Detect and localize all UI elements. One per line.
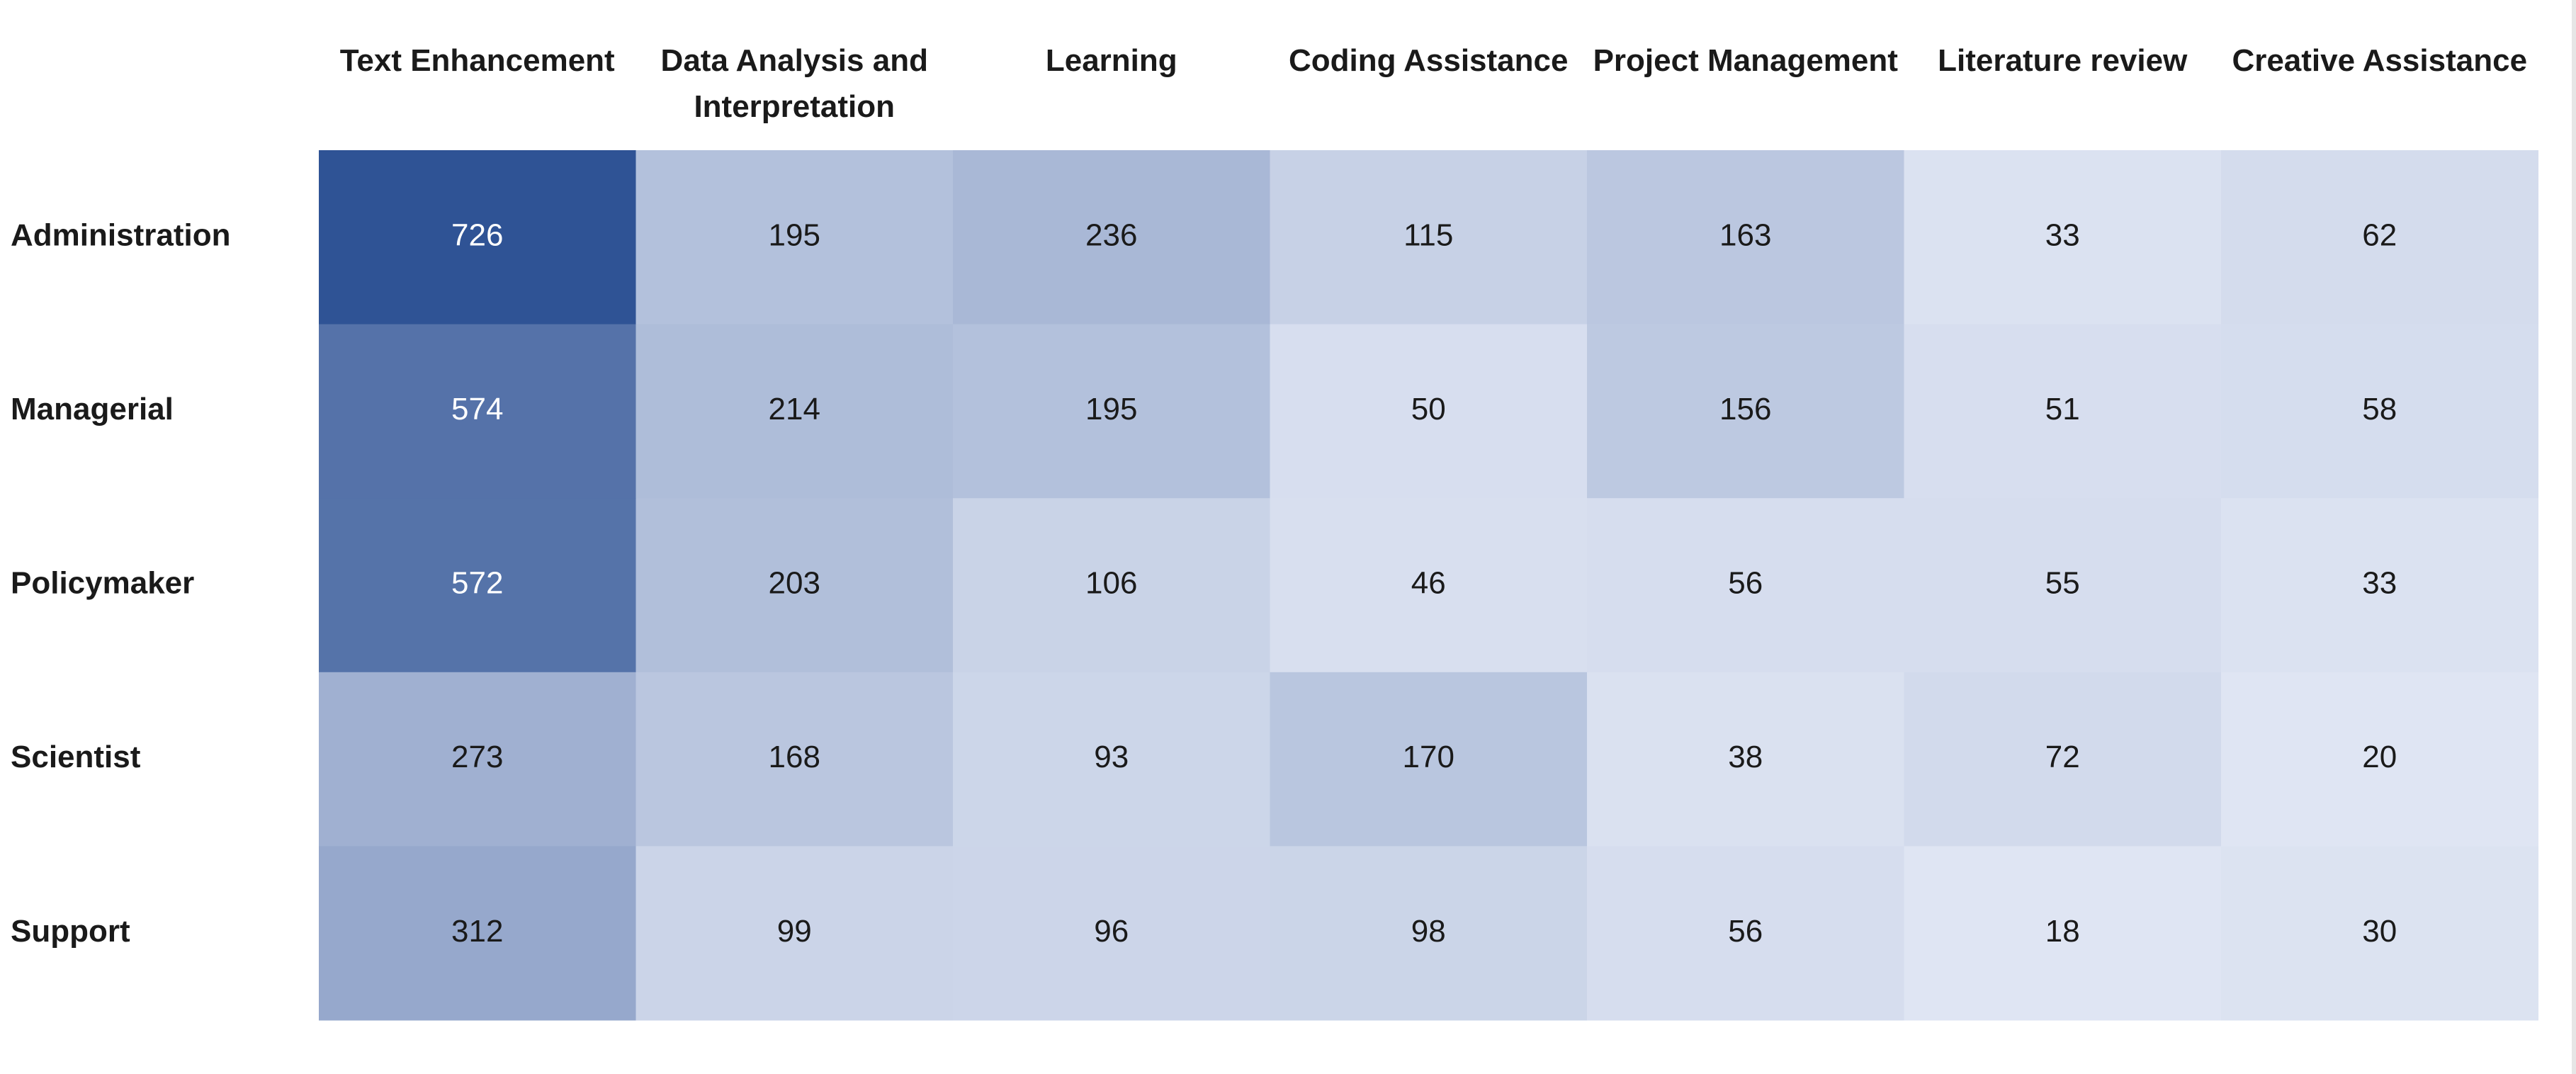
cell-value-label: 574 <box>451 392 503 426</box>
cell-value-label: 99 <box>777 914 812 949</box>
cell-value-label: 195 <box>1085 392 1137 426</box>
heatmap-cell <box>953 324 1270 499</box>
heatmap-cell <box>953 150 1270 325</box>
heatmap-cell <box>1904 324 2222 499</box>
cell-value-label: 18 <box>2045 914 2080 949</box>
heatmap-cell <box>1270 846 1588 1021</box>
column-label: Data Analysis and Interpretation <box>661 43 928 124</box>
heatmap-cell <box>1587 150 1904 325</box>
cell-value-label: 72 <box>2045 740 2080 774</box>
cell-value-label: 203 <box>769 566 820 601</box>
cell-value-label: 62 <box>2362 217 2397 252</box>
cell-value-label: 38 <box>1728 740 1763 774</box>
cell-values: 726 195 236 115 163 33 62 574 214 195 50 156 51 58 572… <box>451 217 2397 948</box>
cell-value-label: 726 <box>451 217 503 252</box>
heatmap-cell <box>319 324 636 499</box>
row-label: Scientist <box>11 740 141 774</box>
heatmap-cell <box>953 846 1270 1021</box>
cell-value-label: 30 <box>2362 914 2397 949</box>
cell-value-label: 106 <box>1085 566 1137 601</box>
heatmap-cell <box>319 150 636 325</box>
cell-value-label: 96 <box>1094 914 1129 949</box>
column-label: Creative Assistance <box>2232 43 2527 78</box>
heatmap-cell <box>1587 498 1904 673</box>
row-label: Policymaker <box>11 566 194 601</box>
heatmap-cell <box>635 498 954 673</box>
right-edge-border <box>2572 0 2576 1074</box>
column-label: Coding Assistance <box>1289 43 1568 78</box>
heatmap-cell <box>1270 150 1588 325</box>
row-label: Managerial <box>11 392 174 426</box>
cell-value-label: 46 <box>1411 566 1446 601</box>
heatmap-cell <box>2221 498 2538 673</box>
cell-value-label: 115 <box>1403 217 1453 252</box>
heatmap-cell <box>635 150 954 325</box>
cell-value-label: 214 <box>769 392 820 426</box>
cell-value-label: 170 <box>1403 740 1454 774</box>
cell-value-label: 33 <box>2045 217 2080 252</box>
cell-value-label: 56 <box>1728 566 1763 601</box>
column-label: Project Management <box>1593 43 1899 78</box>
cell-value-label: 33 <box>2362 566 2397 601</box>
cell-value-label: 168 <box>769 740 820 774</box>
cell-value-label: 572 <box>451 566 503 601</box>
row-label: Support <box>11 914 130 949</box>
cell-value-label: 312 <box>451 914 503 949</box>
heatmap-cell <box>2221 324 2538 499</box>
heatmap-cell <box>1904 672 2222 847</box>
heatmap-cell <box>2221 846 2538 1021</box>
cell-value-label: 93 <box>1094 740 1129 774</box>
heatmap-cell <box>1270 498 1588 673</box>
cell-value-label: 163 <box>1719 217 1771 252</box>
heatmap-cell <box>635 672 954 847</box>
cell-value-label: 51 <box>2045 392 2080 426</box>
row-labels: Administration Managerial Policymaker Scien… <box>11 217 230 948</box>
row-label: Administration <box>11 217 230 252</box>
heatmap-cell <box>635 846 954 1021</box>
heatmap-cell <box>953 672 1270 847</box>
heatmap-cell <box>2221 150 2538 325</box>
cell-value-label: 50 <box>1411 392 1446 426</box>
cell-value-label: 55 <box>2045 566 2080 601</box>
cell-value-label: 195 <box>769 217 820 252</box>
heatmap-cell <box>635 324 954 499</box>
column-label: Literature review <box>1938 43 2188 78</box>
heatmap-cell <box>1587 846 1904 1021</box>
column-label: Text Enhancement <box>340 43 615 78</box>
heatmap-cell <box>1587 324 1904 499</box>
heatmap-cell <box>1904 846 2222 1021</box>
heatmap-cells <box>319 150 2538 1021</box>
heatmap-cell <box>1270 324 1588 499</box>
heatmap-cell <box>1904 498 2222 673</box>
heatmap-cell <box>1587 672 1904 847</box>
column-label: Learning <box>1046 43 1177 78</box>
cell-value-label: 236 <box>1085 217 1137 252</box>
column-labels: Text Enhancement Data Analysis and Interpr… <box>340 43 2527 124</box>
heatmap-cell <box>1904 150 2222 325</box>
heatmap-cell <box>2221 672 2538 847</box>
heatmap-cell <box>1270 672 1588 847</box>
cell-value-label: 156 <box>1719 392 1771 426</box>
cell-value-label: 20 <box>2362 740 2397 774</box>
heatmap-cell <box>953 498 1270 673</box>
heatmap-cell <box>319 672 636 847</box>
heatmap-cell <box>319 498 636 673</box>
cell-value-label: 58 <box>2362 392 2397 426</box>
heatmap-cell <box>319 846 636 1021</box>
cell-value-label: 273 <box>451 740 503 774</box>
cell-value-label: 56 <box>1728 914 1763 949</box>
cell-value-label: 98 <box>1411 914 1446 949</box>
